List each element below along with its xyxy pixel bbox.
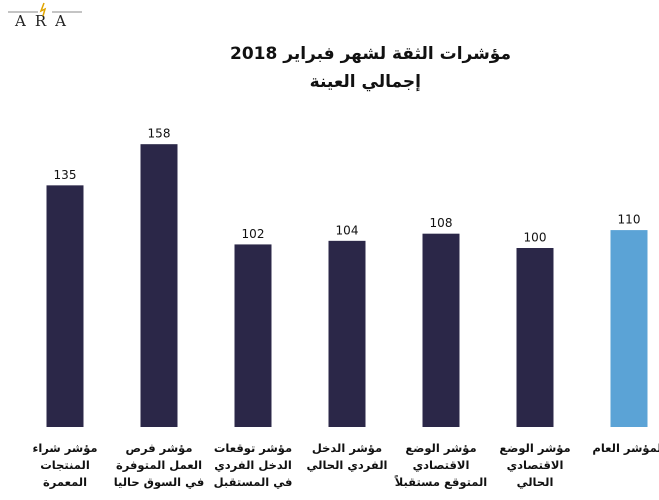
bar [234, 244, 272, 427]
x-tick-label: مؤشر شراء المنتجات المعمرة [32, 441, 98, 489]
value-label: 110 [618, 213, 641, 227]
value-label: 102 [242, 227, 265, 241]
chart-title: مؤشرات الثقة لشهر فبراير 2018 [230, 44, 511, 64]
bar [328, 240, 366, 427]
logo-bolt [39, 2, 47, 17]
bar [516, 248, 554, 427]
x-tick-label: مؤشر فرص العمل المتوفرة في السوق حاليا [113, 441, 205, 489]
x-tick-label: مؤشر الوضع الاقتصادي المتوقع مستقبلاً [394, 441, 488, 489]
chart-subtitle: إجمالي العينة [309, 72, 421, 92]
bar [610, 230, 648, 427]
logo: ARA [14, 12, 75, 30]
value-label: 100 [524, 231, 547, 245]
value-label: 104 [336, 223, 359, 237]
bar [140, 144, 178, 427]
x-tick-label: المؤشر العام [592, 441, 659, 455]
value-label: 158 [148, 127, 171, 141]
bar [422, 233, 460, 427]
x-tick-label: مؤشر الدخل الفردي الحالي [306, 441, 388, 472]
bar [46, 185, 84, 427]
value-label: 108 [430, 216, 453, 230]
value-label: 135 [54, 168, 77, 182]
x-tick-label: مؤشر توقعات الدخل الفردي في المستقبل [213, 441, 293, 489]
x-tick-label: مؤشر الوضع الاقتصادي الحالي [499, 441, 571, 489]
